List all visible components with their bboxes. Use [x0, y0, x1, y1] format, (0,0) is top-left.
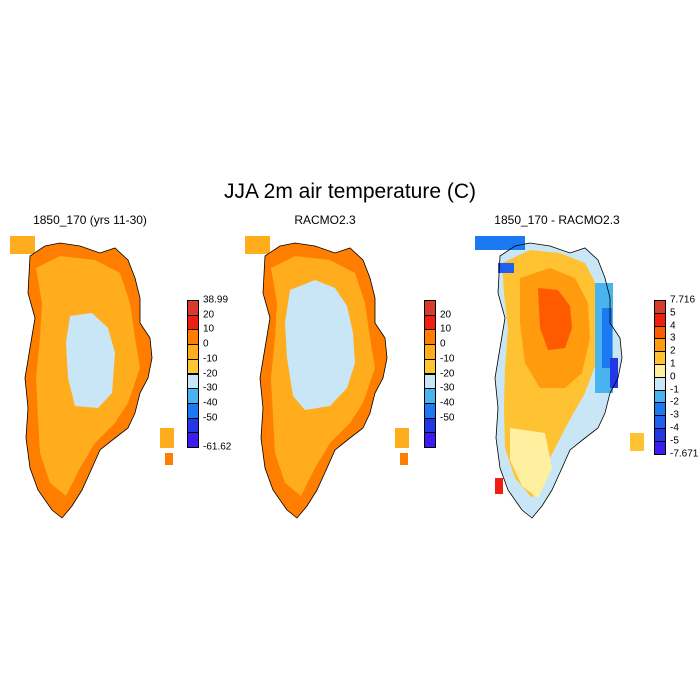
colorbar-label: 3 [670, 332, 676, 344]
map-region [24, 242, 153, 519]
colorbar-label: -10 [440, 353, 455, 365]
colorbar-swatch [187, 402, 199, 419]
greenland-map-difference [475, 236, 644, 519]
colorbar-label: -40 [440, 397, 455, 409]
figure-title: JJA 2m air temperature (C) [223, 180, 477, 203]
colorbar-swatch [654, 351, 666, 365]
colorbar-label: -1 [670, 384, 679, 396]
map-region [538, 288, 572, 350]
colorbar-swatch [654, 325, 666, 340]
panel-title-racmo: RACMO2.3 [294, 213, 356, 227]
colorbar-swatch [187, 417, 199, 434]
colorbar-label: 10 [203, 323, 215, 335]
map-cell [400, 453, 408, 465]
colorbar-label: 7.716 [670, 294, 696, 306]
map-racmo [245, 236, 409, 519]
colorbar-swatch [424, 344, 436, 360]
map-region [259, 242, 388, 519]
colorbar-swatch [187, 314, 199, 331]
colorbar-label: -3 [670, 409, 679, 421]
colorbar-swatch [654, 376, 666, 391]
colorbar-swatch [424, 432, 436, 448]
map-cell [160, 428, 174, 448]
colorbar-label: -5 [670, 435, 679, 447]
colorbar-swatch [187, 329, 199, 346]
colorbar-swatch [654, 338, 666, 353]
map-cell [10, 236, 35, 254]
colorbar-swatch [654, 300, 666, 314]
colorbar-swatch [187, 388, 199, 404]
colorbar-label: -2 [670, 396, 679, 408]
colorbar-label: 10 [440, 323, 452, 335]
colorbar-label: -20 [203, 368, 218, 379]
colorbar-label: -50 [440, 412, 455, 424]
colorbar-swatch [424, 329, 436, 346]
colorbar-swatch [187, 432, 199, 448]
map-cell [475, 236, 525, 250]
map-region [285, 280, 355, 410]
greenland-map-model [10, 236, 174, 519]
map-cell [395, 428, 409, 448]
map-region [66, 313, 115, 408]
greenland-map-racmo [245, 236, 409, 519]
colorbar-swatch [424, 402, 436, 419]
colorbar-swatch [424, 358, 436, 375]
map-region [494, 242, 623, 519]
colorbar-label: -7.671 [670, 448, 699, 460]
colorbar-label: 2 [670, 345, 676, 357]
colorbar-swatch [187, 373, 199, 390]
colorbar-swatch [654, 389, 666, 404]
map-cell [245, 236, 270, 254]
colorbar-swatch [424, 314, 436, 331]
colorbar-swatch [187, 344, 199, 360]
colorbar-label: 0 [203, 338, 209, 350]
map-cell [602, 308, 612, 368]
colorbar-swatch [654, 428, 666, 442]
panel-title-model: 1850_170 (yrs 11-30) [33, 213, 147, 227]
colorbar-label: 20 [203, 309, 215, 321]
colorbar-label: -4 [670, 422, 679, 434]
colorbar-label: 0 [670, 371, 676, 383]
map-cell [630, 433, 644, 451]
map-region [510, 428, 552, 498]
map-cell [610, 358, 618, 388]
colorbar-label: 4 [670, 320, 676, 332]
colorbar-label: -10 [203, 353, 218, 365]
colorbar-swatch [654, 402, 666, 417]
colorbar-swatch [424, 388, 436, 404]
colorbar-swatch [424, 300, 436, 316]
colorbar-swatch [654, 364, 666, 378]
colorbar-swatch [187, 300, 199, 316]
colorbar-swatch [424, 417, 436, 434]
map-model [10, 236, 174, 519]
map-difference [475, 236, 644, 519]
colorbar-label: -40 [203, 397, 218, 409]
colorbar-label: -50 [203, 412, 218, 424]
colorbar-swatch [187, 358, 199, 375]
colorbar-swatch [424, 373, 436, 390]
map-cell [498, 263, 514, 273]
colorbar-label: 5 [670, 307, 676, 319]
colorbar-label: -20 [440, 368, 455, 379]
colorbar-swatch [654, 415, 666, 429]
colorbar-label: -61.62 [203, 441, 232, 453]
colorbar-label: 20 [440, 309, 452, 321]
colorbar-swatch [654, 312, 666, 327]
colorbar-label: 0 [440, 338, 446, 350]
map-cell [165, 453, 173, 465]
colorbar-label: 38.99 [203, 294, 229, 306]
colorbar-label: -30 [440, 382, 455, 394]
colorbar-swatch [654, 440, 666, 455]
colorbar-label: -30 [203, 382, 218, 394]
map-cell [495, 478, 503, 494]
panel-title-difference: 1850_170 - RACMO2.3 [494, 213, 620, 227]
colorbar-label: 1 [670, 358, 676, 370]
